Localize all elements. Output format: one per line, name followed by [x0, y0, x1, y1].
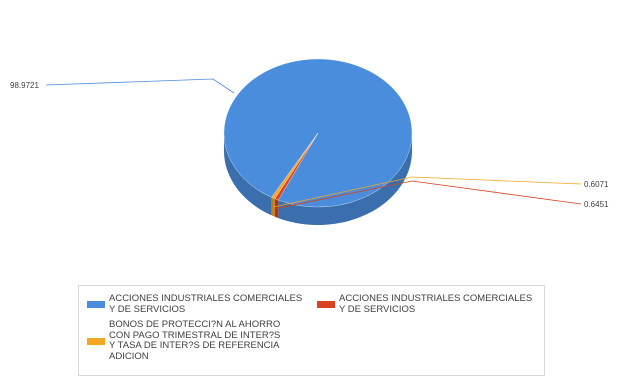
data-labels: 98.9721 0.6451 0.6071	[10, 81, 609, 209]
pie-top	[223, 58, 413, 208]
legend-item: ACCIONES INDUSTRIALES COMERCIALES Y DE S…	[317, 293, 533, 315]
legend-swatch	[317, 301, 335, 308]
leader-line	[273, 176, 582, 208]
leader-line	[45, 78, 235, 94]
legend-label: ACCIONES INDUSTRIALES COMERCIALES Y DE S…	[339, 293, 533, 315]
pie-slice	[271, 132, 319, 199]
legend-label: BONOS DE PROTECCI?N AL AHORRO CON PAGO T…	[109, 319, 281, 362]
legend-swatch	[87, 301, 105, 308]
legend-item: BONOS DE PROTECCI?N AL AHORRO CON PAGO T…	[87, 319, 281, 362]
legend: ACCIONES INDUSTRIALES COMERCIALES Y DE S…	[78, 285, 545, 376]
legend-label: ACCIONES INDUSTRIALES COMERCIALES Y DE S…	[109, 293, 303, 315]
data-label: 0.6451	[584, 200, 609, 209]
data-label: 98.9721	[10, 81, 39, 90]
data-label: 0.6071	[584, 180, 609, 189]
pie-slice-side	[278, 133, 412, 225]
legend-item: ACCIONES INDUSTRIALES COMERCIALES Y DE S…	[87, 293, 303, 315]
leader-line	[276, 180, 582, 209]
pie-slice-side	[224, 133, 272, 216]
legend-swatch	[87, 337, 105, 345]
leader-lines	[45, 78, 582, 209]
